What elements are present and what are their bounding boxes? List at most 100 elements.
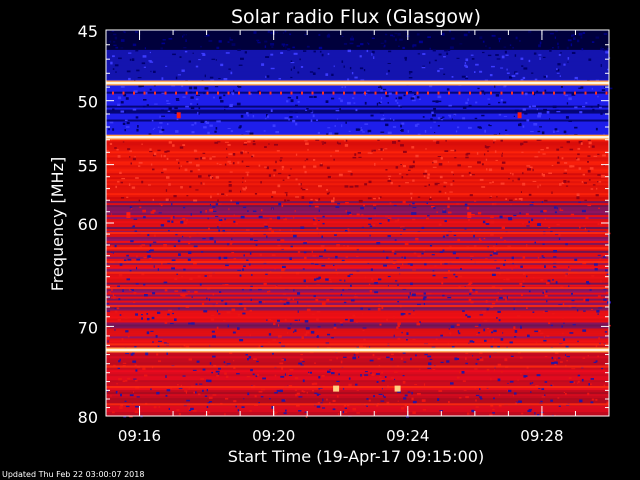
spectrogram-speckle — [465, 352, 469, 354]
spectrogram-speckle — [436, 182, 440, 185]
spectrogram-speckle — [387, 275, 391, 278]
spectrogram-speckle — [402, 375, 405, 377]
spectrogram-speckle — [401, 226, 405, 228]
spectrogram-speckle — [198, 111, 200, 115]
spectrogram-speckle — [188, 408, 191, 411]
spectrogram-speckle — [519, 356, 523, 359]
spectrogram-speckle — [503, 86, 507, 88]
spectrogram-speckle — [128, 52, 132, 54]
spectrogram-speckle — [499, 215, 503, 219]
spectrogram-speckle — [271, 208, 274, 210]
spectrogram-speckle — [596, 309, 600, 313]
spectrogram-speckle — [352, 314, 356, 318]
spectrogram-speckle — [314, 217, 317, 220]
spectrogram-speckle — [192, 410, 197, 412]
spectrogram-speckle — [239, 274, 242, 277]
spectrogram-speckle — [553, 266, 557, 268]
spectrogram-speckle — [302, 268, 305, 270]
spectrogram-speckle — [272, 124, 276, 128]
spectrogram-row — [106, 256, 609, 260]
spectrogram-speckle — [150, 248, 154, 252]
spectrogram-speckle — [401, 331, 403, 334]
spectrogram-speckle — [552, 313, 555, 315]
spectrogram-speckle — [599, 106, 602, 109]
spectrogram-speckle — [438, 223, 442, 226]
y-tick-label: 50 — [78, 93, 98, 112]
spectrogram-speckle — [289, 116, 293, 119]
spectrogram-speckle — [477, 332, 481, 334]
spectrogram-speckle — [446, 88, 450, 91]
spectrogram-speckle — [417, 53, 420, 55]
spectrogram-row — [106, 105, 609, 109]
spectrogram-speckle — [599, 258, 602, 260]
spectrogram-speckle — [220, 63, 224, 67]
spectrogram-speckle — [161, 77, 164, 80]
spectrogram-speckle — [532, 311, 535, 313]
spectrogram-speckle — [304, 160, 306, 162]
spectrogram-row — [106, 151, 609, 154]
spectrogram-speckle — [508, 178, 511, 180]
spectrogram-speckle — [205, 120, 207, 123]
spectrogram-speckle — [250, 298, 252, 301]
spectrogram-speckle — [393, 119, 395, 121]
spectrogram-speckle — [233, 366, 236, 370]
spectrogram-speckle — [344, 185, 349, 188]
spectrogram-speckle — [479, 314, 484, 316]
spectrogram-speckle — [318, 276, 321, 279]
spectrogram-speckle — [388, 178, 391, 180]
spectrogram-speckle — [605, 291, 609, 294]
spectrogram-speckle — [457, 358, 459, 360]
spectrogram-speckle — [356, 213, 360, 217]
spectrogram-speckle — [404, 56, 407, 59]
spectrogram-speckle — [392, 141, 396, 144]
spectrogram-speckle — [467, 98, 469, 102]
spectrogram-row — [106, 147, 609, 150]
spectrogram-speckle — [216, 302, 218, 304]
spectrogram-speckle — [550, 32, 554, 35]
spectrogram-speckle — [293, 66, 295, 69]
spectrogram-speckle — [264, 166, 267, 168]
spectrogram-speckle — [522, 272, 526, 276]
spectrogram-speckle — [141, 62, 146, 65]
spectrogram-speckle — [153, 265, 155, 268]
spectrogram-speckle — [584, 182, 587, 184]
spectrogram-speckle — [339, 321, 343, 324]
spectrogram-speckle — [214, 240, 216, 244]
spectrogram-speckle — [346, 405, 350, 407]
spectrogram-speckle — [284, 192, 288, 194]
spectrogram-speckle — [517, 379, 519, 381]
spectrogram-speckle — [471, 409, 475, 412]
spectrogram-speckle — [335, 255, 338, 259]
spectrogram-speckle — [457, 126, 460, 129]
spectrogram-speckle — [588, 141, 592, 145]
spectrogram-speckle — [400, 233, 402, 235]
spectrogram-speckle — [200, 156, 203, 160]
spectrogram-speckle — [482, 220, 486, 224]
spectrogram-speckle — [212, 394, 217, 396]
spectrogram-row — [106, 211, 609, 214]
spectrogram-row — [106, 59, 609, 63]
spectrogram-speckle — [182, 375, 186, 377]
spectrogram-speckle — [390, 353, 394, 356]
spectrogram-speckle — [299, 92, 301, 94]
spectrogram-speckle — [294, 319, 298, 321]
spectrogram-row — [106, 37, 609, 41]
spectrogram-speckle — [551, 191, 553, 194]
spectrogram-speckle — [451, 76, 454, 78]
spectrogram-speckle — [508, 217, 512, 219]
spectrogram-speckle — [440, 157, 443, 160]
periodic-marker — [248, 91, 251, 95]
spectrogram-speckle — [363, 69, 366, 72]
spectrogram-speckle — [345, 121, 347, 124]
spectrogram-speckle — [508, 389, 512, 393]
spectrogram-speckle — [272, 339, 276, 342]
spectrogram-speckle — [199, 383, 203, 385]
spectrogram-speckle — [252, 115, 255, 118]
spectrogram-speckle — [384, 44, 386, 47]
spectrogram-speckle — [137, 77, 142, 79]
spectrogram-row — [106, 73, 609, 77]
spectrogram-speckle — [468, 298, 472, 302]
spectrogram-speckle — [536, 90, 539, 93]
spectrogram-speckle — [444, 192, 447, 194]
spectrogram-speckle — [543, 336, 545, 338]
